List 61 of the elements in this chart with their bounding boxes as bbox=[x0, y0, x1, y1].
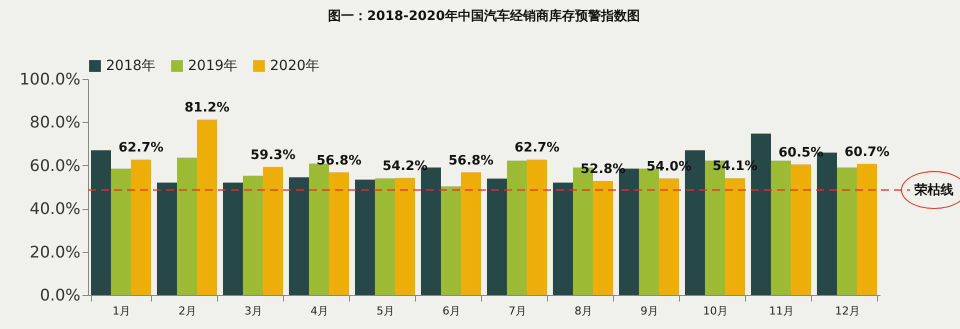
y-tick-label: 80.0% bbox=[30, 112, 80, 132]
bar bbox=[527, 160, 548, 295]
y-tick-label: 20.0% bbox=[30, 242, 80, 262]
bar bbox=[836, 168, 858, 295]
bar bbox=[374, 178, 396, 295]
data-label: 62.7% bbox=[118, 140, 164, 156]
bar bbox=[506, 160, 528, 295]
bar bbox=[90, 150, 111, 295]
ref-line-label: 荣枯线 bbox=[914, 183, 954, 198]
x-tick-label: 10月 bbox=[703, 304, 728, 318]
x-tick-label: 5月 bbox=[376, 304, 394, 318]
bar bbox=[354, 180, 375, 295]
bar bbox=[197, 120, 218, 295]
bar bbox=[176, 158, 198, 295]
x-tick-label: 2月 bbox=[178, 304, 196, 318]
bar bbox=[770, 160, 792, 295]
bar bbox=[222, 182, 243, 295]
data-label: 56.8% bbox=[448, 153, 494, 168]
x-tick-label: 7月 bbox=[508, 304, 526, 318]
chart-title: 图一：2018-2020年中国汽车经销商库存预警指数图 bbox=[328, 8, 640, 24]
bar bbox=[308, 164, 330, 295]
bar bbox=[395, 178, 416, 295]
bar bbox=[461, 172, 482, 295]
data-label: 59.3% bbox=[250, 148, 296, 163]
data-label: 81.2% bbox=[184, 100, 230, 116]
bar bbox=[440, 186, 462, 295]
x-tick-label: 1月 bbox=[112, 304, 130, 318]
bar bbox=[486, 178, 507, 295]
legend-label: 2019年 bbox=[188, 58, 238, 74]
data-label: 54.2% bbox=[382, 158, 428, 174]
bar bbox=[131, 160, 152, 295]
x-tick-label: 4月 bbox=[310, 304, 328, 318]
bar bbox=[659, 178, 680, 295]
bar bbox=[110, 168, 132, 295]
x-tick-label: 12月 bbox=[835, 304, 860, 318]
x-tick-label: 8月 bbox=[574, 304, 592, 318]
y-tick-label: 40.0% bbox=[30, 199, 80, 218]
bar bbox=[725, 178, 746, 295]
data-label: 56.8% bbox=[316, 153, 362, 168]
x-tick-label: 3月 bbox=[244, 304, 262, 318]
bar bbox=[263, 166, 284, 295]
bar bbox=[791, 164, 812, 295]
y-tick-label: 60.0% bbox=[30, 156, 80, 175]
bar bbox=[857, 164, 878, 295]
bar bbox=[242, 176, 264, 295]
y-tick-label: 0.0% bbox=[40, 286, 80, 304]
data-label: 62.7% bbox=[514, 140, 560, 156]
bar bbox=[329, 172, 350, 295]
bar bbox=[288, 177, 309, 295]
bar bbox=[552, 182, 573, 295]
data-label: 52.8% bbox=[580, 162, 626, 177]
data-label: 60.5% bbox=[778, 145, 824, 160]
legend-label: 2020年 bbox=[270, 58, 320, 74]
bar bbox=[156, 182, 177, 295]
y-tick-label: 100.0% bbox=[19, 70, 80, 88]
x-tick-label: 11月 bbox=[769, 304, 794, 318]
data-label: 60.7% bbox=[844, 144, 890, 160]
legend-label: 2018年 bbox=[106, 58, 156, 74]
bar bbox=[593, 180, 614, 295]
x-tick-label: 6月 bbox=[442, 304, 460, 318]
x-tick-label: 9月 bbox=[640, 304, 658, 318]
